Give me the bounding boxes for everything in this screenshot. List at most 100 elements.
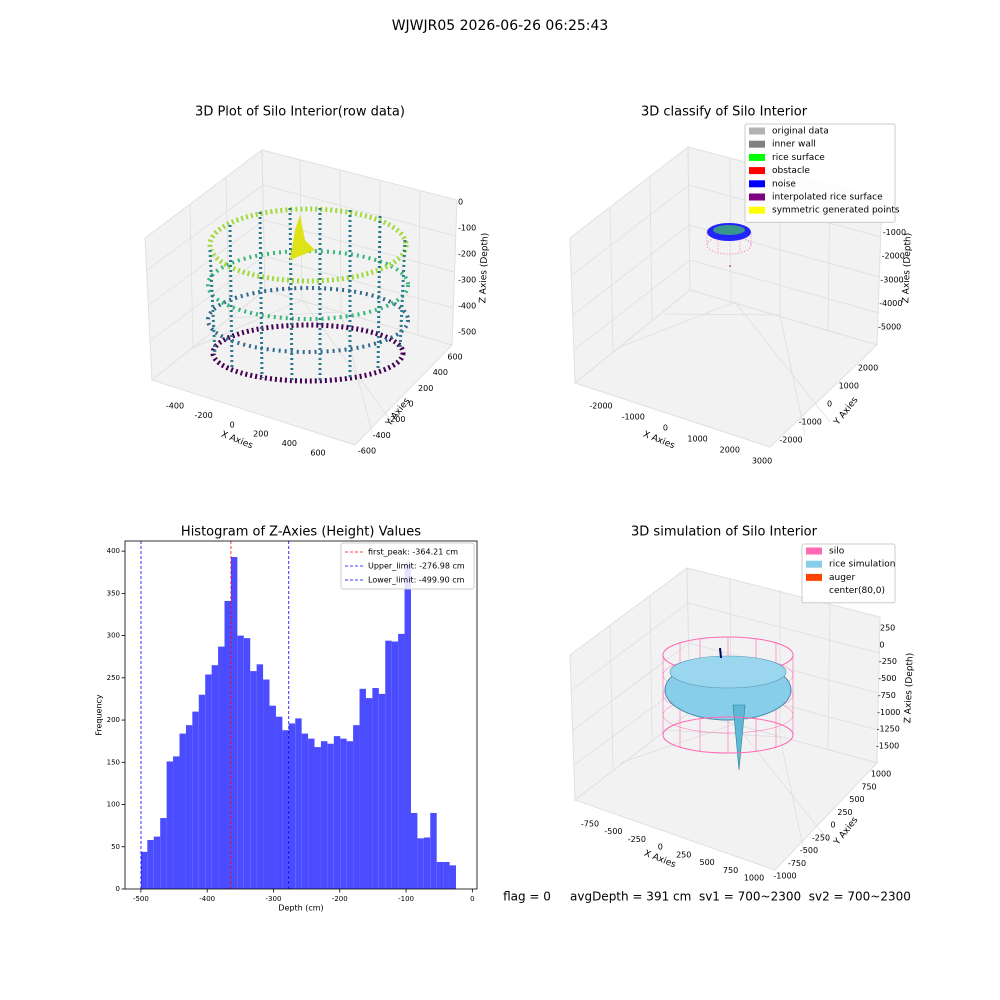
y-tick-label: 0	[830, 821, 835, 830]
legend-label: noise	[772, 179, 796, 189]
legend-swatch	[806, 547, 822, 555]
legend-swatch	[749, 153, 765, 161]
y-tick-label: -1000	[799, 418, 822, 427]
z-tick-label: -400	[458, 302, 476, 311]
x-tick-label: -200	[195, 411, 213, 420]
bar	[173, 756, 180, 889]
y-tick-label: 0	[116, 885, 120, 893]
z-tick-label: -250	[879, 657, 897, 666]
bar	[353, 725, 360, 889]
legend-label: center(80,0)	[829, 586, 885, 596]
legend-swatch	[806, 560, 822, 568]
x-tick-label: 250	[676, 850, 691, 859]
z-tick-label: 250	[880, 624, 895, 633]
bar	[372, 687, 379, 889]
chart-title: 3D classify of Silo Interior	[641, 105, 808, 120]
x-tick-label: 0	[658, 843, 663, 852]
bar	[185, 725, 193, 889]
y-tick-label: 0	[827, 400, 832, 409]
x-tick-label: 1000	[687, 435, 707, 444]
silo-simulation	[662, 636, 794, 771]
y-axis-label: Y Axies	[832, 395, 861, 428]
x-tick-label: -300	[266, 895, 282, 903]
x-tick-label: 1000	[744, 874, 764, 883]
bar	[430, 812, 437, 889]
chart-title: 3D Plot of Silo Interior(row data)	[195, 105, 405, 120]
z-tick-label: -4000	[879, 299, 902, 308]
x-tick-label: 2000	[720, 446, 740, 455]
bar	[327, 743, 334, 889]
bar	[301, 733, 309, 889]
legend-label: interpolated rice surface	[772, 193, 883, 203]
z-tick-label: -750	[878, 691, 896, 700]
y-tick-label: -400	[373, 431, 391, 440]
legend-swatch	[806, 587, 822, 595]
bar	[391, 641, 399, 889]
legend-swatch	[749, 140, 765, 148]
bar	[333, 736, 341, 889]
y-tick-label: 750	[861, 782, 876, 791]
z-tick-label: 0	[458, 198, 463, 207]
legend-swatch	[806, 573, 822, 581]
y-tick-label: 400	[107, 547, 120, 555]
bar	[365, 698, 373, 889]
y-tick-label: 200	[107, 716, 120, 724]
bar	[256, 664, 264, 889]
x-tick-label: 750	[723, 866, 738, 875]
bar	[160, 818, 167, 889]
bar	[385, 640, 392, 889]
y-tick-label: -1000	[773, 872, 796, 881]
x-axis-label: X Axies	[643, 849, 678, 871]
legend-label: obstacle	[772, 166, 810, 176]
y-tick-label: 500	[849, 795, 864, 804]
z-tick-label: -200	[458, 250, 476, 259]
x-tick-label: 0	[663, 424, 668, 433]
y-tick-label: 150	[107, 758, 120, 766]
x-axis-label: Depth (cm)	[278, 904, 323, 913]
legend-label: first_peak: -364.21 cm	[368, 548, 458, 557]
bar	[230, 557, 238, 889]
legend-label: silo	[829, 547, 845, 557]
bar	[153, 836, 161, 889]
bar	[378, 693, 386, 889]
bar	[282, 730, 289, 889]
bar	[263, 679, 270, 889]
bar	[211, 665, 219, 889]
legend-swatch	[749, 193, 765, 201]
z-tick-label: -1000	[877, 708, 900, 717]
bar	[218, 646, 225, 889]
y-tick-label: 2000	[858, 364, 878, 373]
legend-label: auger	[829, 573, 855, 583]
bar	[140, 851, 148, 889]
y-tick-label: 300	[107, 632, 120, 640]
y-tick-label: 1000	[839, 382, 859, 391]
bar	[346, 741, 354, 889]
x-tick-label: 600	[310, 449, 325, 458]
legend-label: original data	[772, 127, 829, 137]
y-tick-label: -200	[387, 415, 405, 424]
z-tick-label: -500	[458, 328, 476, 337]
z-tick-label: -2000	[882, 252, 905, 261]
z-tick-label: -300	[458, 276, 476, 285]
y-tick-label: -250	[812, 833, 830, 842]
legend-label: rice simulation	[829, 560, 895, 570]
bar	[423, 837, 431, 889]
y-tick-label: 100	[107, 801, 120, 809]
y-tick-label: 1000	[871, 770, 891, 779]
bar	[320, 741, 328, 889]
z-tick-label: -1250	[877, 725, 900, 734]
z-tick-label: 0	[879, 640, 884, 649]
figure-title: WJWJR05 2026-06-26 06:25:43	[392, 18, 609, 34]
legend-label: Lower_limit: -499.90 cm	[368, 576, 465, 585]
bar	[166, 761, 174, 889]
legend-swatch	[749, 167, 765, 175]
y-tick-label: 0	[408, 400, 413, 409]
bar	[436, 861, 444, 889]
x-tick-label: -1000	[622, 413, 645, 422]
x-tick-label: 500	[700, 858, 715, 867]
bar	[224, 600, 231, 889]
x-axis-label: X Axies	[220, 430, 255, 452]
bar	[250, 671, 257, 889]
chart-title: 3D simulation of Silo Interior	[631, 525, 818, 540]
